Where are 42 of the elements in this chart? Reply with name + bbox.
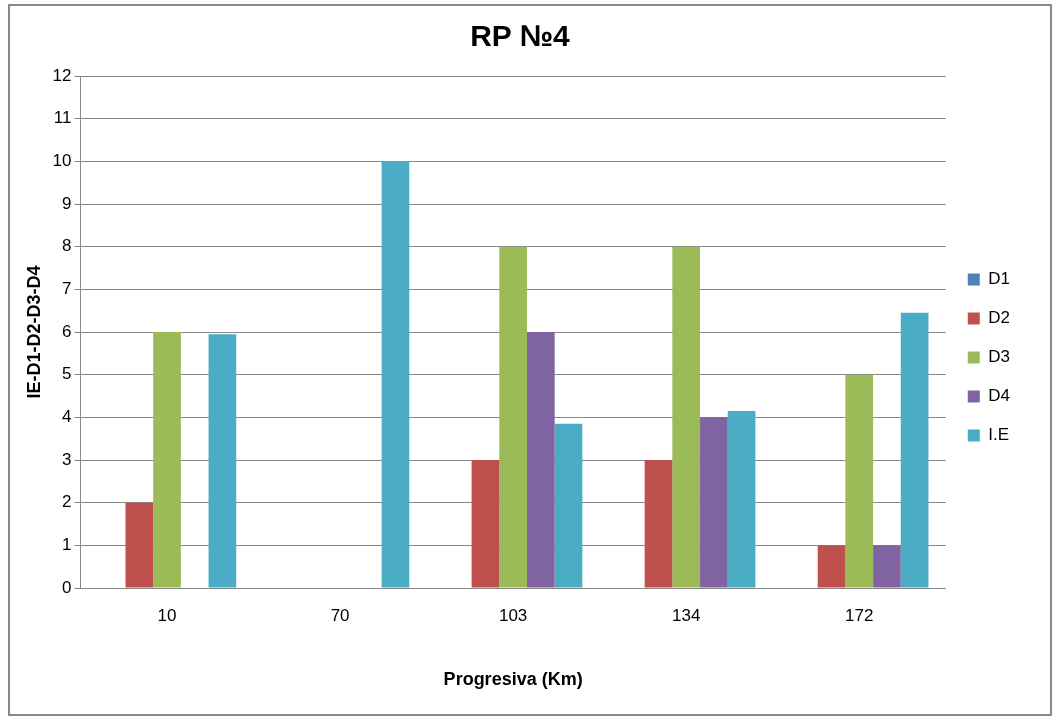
x-tick-label: 172 bbox=[845, 605, 874, 625]
y-tick-label: 10 bbox=[52, 151, 72, 171]
x-tick-label: 103 bbox=[498, 605, 528, 625]
y-tick-label: 5 bbox=[62, 364, 72, 384]
legend-label: I.E bbox=[988, 425, 1010, 445]
y-tick-label: 12 bbox=[52, 65, 72, 85]
y-tick-label: 6 bbox=[62, 321, 72, 341]
y-tick-label: 8 bbox=[62, 236, 72, 256]
bar bbox=[554, 423, 583, 588]
bar bbox=[700, 417, 728, 588]
bar bbox=[471, 460, 500, 588]
y-axis-title: IE-D1-D2-D3-D4 bbox=[23, 265, 44, 399]
y-tick-label: 7 bbox=[62, 279, 72, 299]
y-tick-label: 11 bbox=[53, 108, 72, 128]
bar bbox=[727, 410, 756, 588]
y-tick-label: 2 bbox=[62, 492, 72, 512]
bar bbox=[208, 334, 237, 588]
bar bbox=[672, 246, 701, 588]
bar bbox=[499, 246, 527, 588]
bar bbox=[381, 161, 410, 588]
bar bbox=[153, 332, 181, 588]
chart-title: RP №4 bbox=[470, 19, 571, 53]
bar bbox=[817, 545, 846, 588]
bar bbox=[125, 502, 154, 588]
legend-label: D2 bbox=[988, 308, 1010, 328]
y-tick-label: 3 bbox=[62, 449, 72, 469]
bar bbox=[900, 312, 929, 588]
x-tick-label: 134 bbox=[672, 605, 701, 625]
legend-label: D4 bbox=[988, 386, 1010, 406]
bar bbox=[845, 374, 874, 588]
bar bbox=[526, 332, 555, 588]
legend-label: D3 bbox=[988, 347, 1010, 367]
bar bbox=[644, 460, 673, 588]
y-tick-label: 0 bbox=[62, 577, 72, 597]
legend-label: D1 bbox=[988, 269, 1010, 289]
bar bbox=[873, 545, 901, 588]
x-tick-label: 10 bbox=[157, 605, 177, 625]
y-tick-label: 1 bbox=[62, 535, 72, 555]
x-tick-label: 70 bbox=[330, 605, 350, 625]
y-tick-label: 4 bbox=[62, 407, 72, 427]
x-axis-title: Progresiva (Km) bbox=[443, 669, 583, 690]
y-tick-label: 9 bbox=[62, 193, 72, 213]
